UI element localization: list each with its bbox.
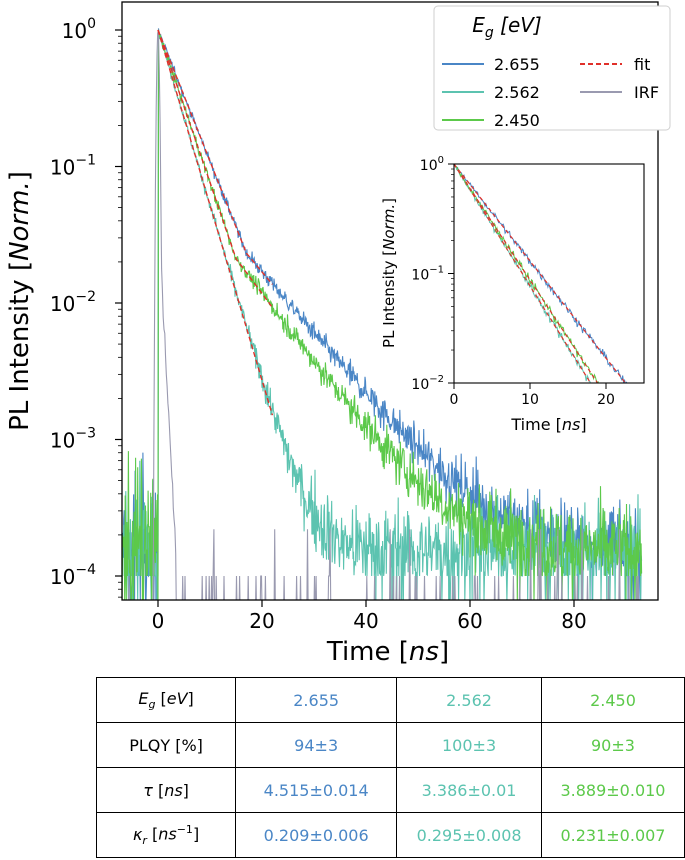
x-tick-label: 0	[152, 609, 165, 633]
row-header-plqy: PLQY [%]	[95, 722, 237, 768]
legend-box	[433, 5, 671, 131]
y-tick-label: 10−1	[50, 153, 96, 180]
table-cell: 2.655	[235, 677, 398, 723]
x-tick-label: 20	[249, 609, 274, 633]
row-header-lifetime: τ [ns]	[95, 767, 237, 813]
inset-x-tick-label: 0	[450, 392, 459, 408]
main-axes-frame	[121, 1, 659, 601]
x-tick-label: 40	[353, 609, 378, 633]
table-cell: 4.515±0.014	[235, 767, 398, 813]
legend: Eg [eV] 2.655 2.562 2.450 fit IRF	[433, 5, 671, 131]
table-cell: 2.450	[540, 677, 685, 723]
x-tick-label: 60	[457, 609, 482, 633]
table-row-plqy: PLQY [%] 94±3 100±3 90±3	[95, 722, 685, 768]
main-data-layer	[122, 28, 643, 600]
main-y-axis-title: PL Intensity [Norm.]	[5, 171, 35, 431]
legend-label-2562: 2.562	[494, 83, 540, 102]
chart-area: 0 20 40 60 80 100 10−1 10−2 10−3 10−4 Time [ns] P…	[5, 1, 671, 667]
inset-fit-2655	[454, 164, 627, 383]
x-tick-label: 80	[561, 609, 586, 633]
y-tick-label: 10−4	[50, 562, 96, 589]
table-cell: 0.209±0.006	[235, 812, 398, 858]
y-tick-label: 10−2	[50, 289, 96, 316]
table-row-bandgap: Eg [eV] 2.655 2.562 2.450	[95, 677, 685, 723]
fit-curve-2562	[157, 29, 274, 416]
row-header-radiative-rate: κr [ns−1]	[95, 812, 237, 858]
table-cell: 90±3	[540, 722, 685, 768]
table-cell: 3.386±0.01	[396, 767, 542, 813]
table-row-radiative-rate: κr [ns−1] 0.209±0.006 0.295±0.008 0.231±…	[95, 812, 685, 858]
y-tick-label: 10−3	[50, 426, 96, 453]
legend-label-irf: IRF	[634, 83, 659, 102]
legend-title: Eg [eV]	[472, 13, 541, 41]
inset-background	[454, 164, 644, 383]
legend-label-fit: fit	[634, 55, 650, 74]
table-cell: 0.231±0.007	[540, 812, 685, 858]
table-cell: 100±3	[396, 722, 542, 768]
table-cell: 2.562	[396, 677, 542, 723]
y-tick-label: 100	[62, 16, 96, 43]
table-row-lifetime: τ [ns] 4.515±0.014 3.386±0.01 3.889±0.01…	[95, 767, 685, 813]
legend-label-2450: 2.450	[494, 111, 540, 130]
inset-x-tick-label: 10	[521, 392, 539, 408]
series-2450-trace	[122, 31, 643, 600]
legend-label-2655: 2.655	[494, 55, 540, 74]
row-header-bandgap: Eg [eV]	[95, 677, 237, 723]
inset-data-layer	[454, 164, 628, 383]
table-cell: 94±3	[235, 722, 398, 768]
results-table: Eg [eV] 2.655 2.562 2.450 PLQY [%] 94±3 …	[95, 677, 685, 858]
fit-curve-2655	[157, 29, 273, 285]
inset-series-2450	[454, 164, 599, 383]
fit-curve-2450	[157, 29, 273, 308]
inset-x-tick-label: 20	[597, 392, 615, 408]
inset-fit-2562	[454, 164, 592, 383]
inset-y-axis-title: PL Intensity [Norm.]	[380, 198, 398, 348]
table-cell: 3.889±0.010	[540, 767, 685, 813]
inset-x-axis-title: Time [ns]	[510, 415, 586, 434]
main-x-axis-title: Time [ns]	[326, 637, 449, 667]
table-cell: 0.295±0.008	[396, 812, 542, 858]
